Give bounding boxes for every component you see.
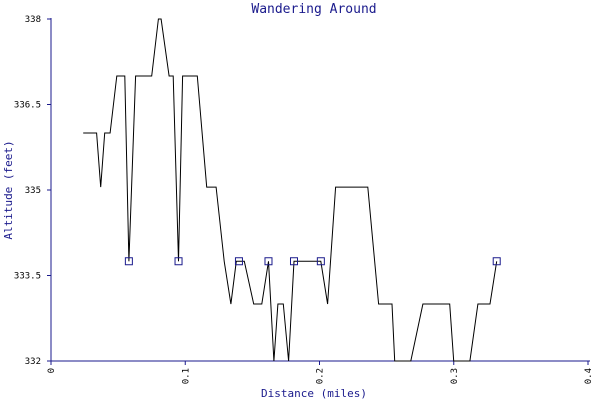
waypoint-marker — [234, 257, 243, 266]
waypoint-marker — [316, 257, 325, 266]
y-tick-label: 332 — [25, 357, 41, 367]
y-tick-label: 338 — [25, 15, 41, 25]
y-tick-label: 333.5 — [14, 272, 41, 282]
x-tick-label: 0.2 — [316, 368, 326, 384]
y-tick-label: 336.5 — [14, 101, 41, 111]
y-axis-label: Altitude (feet) — [2, 140, 15, 239]
x-tick-label: 0.1 — [181, 368, 191, 384]
waypoint-marker — [492, 257, 501, 266]
chart-title: Wandering Around — [251, 2, 376, 17]
x-ticks: 0 0.1 0.2 0.3 0.4 — [47, 361, 594, 384]
waypoint-marker — [124, 257, 133, 266]
waypoint-marker — [174, 257, 183, 266]
y-ticks: 332 333.5 335 336.5 338 — [14, 15, 51, 367]
waypoint-marker — [289, 257, 298, 266]
x-tick-label: 0.3 — [450, 368, 460, 384]
series-layer — [83, 18, 498, 362]
x-axis-label: Distance (miles) — [261, 387, 367, 400]
series-line — [83, 18, 498, 362]
y-tick-label: 335 — [25, 186, 41, 196]
marker-layer — [124, 257, 501, 266]
x-tick-label: 0 — [47, 368, 57, 373]
x-tick-label: 0.4 — [584, 368, 594, 384]
waypoint-marker — [264, 257, 273, 266]
